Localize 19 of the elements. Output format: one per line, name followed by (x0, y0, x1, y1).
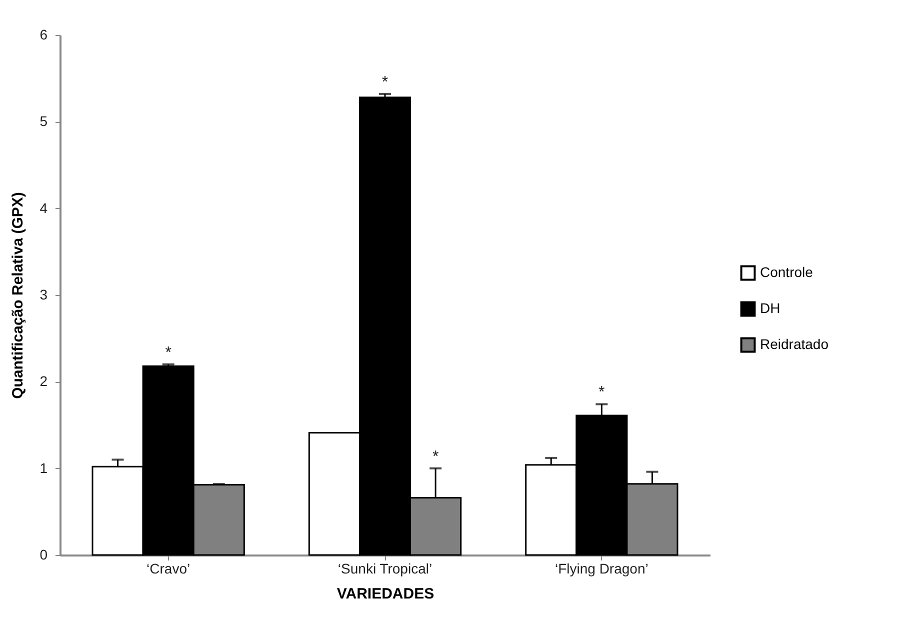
y-tick-label: 4 (40, 200, 48, 216)
legend-label: Reidratado (760, 336, 829, 352)
x-tick-label: ‘Flying Dragon’ (554, 560, 648, 576)
y-tick-label: 3 (40, 286, 48, 302)
data-label: * (382, 74, 388, 91)
x-tick-label: ‘Sunki Tropical’ (338, 560, 432, 576)
data-label: * (432, 448, 439, 466)
legend-label: DH (760, 300, 780, 316)
y-tick-label: 2 (40, 373, 48, 390)
y-tick-label: 0 (40, 546, 48, 562)
data-label: * (598, 384, 605, 402)
y-tick-label: 1 (40, 460, 48, 476)
data-label: * (165, 344, 172, 362)
x-tick-label: ‘Cravo’ (146, 560, 190, 576)
x-axis-title: VARIEDADES (336, 586, 434, 602)
y-axis-title: Quantificação Relativa (GPX) (10, 192, 27, 399)
legend-label: Controle (760, 264, 814, 280)
y-tick-label: 5 (40, 113, 48, 130)
y-tick-label: 6 (40, 26, 48, 42)
